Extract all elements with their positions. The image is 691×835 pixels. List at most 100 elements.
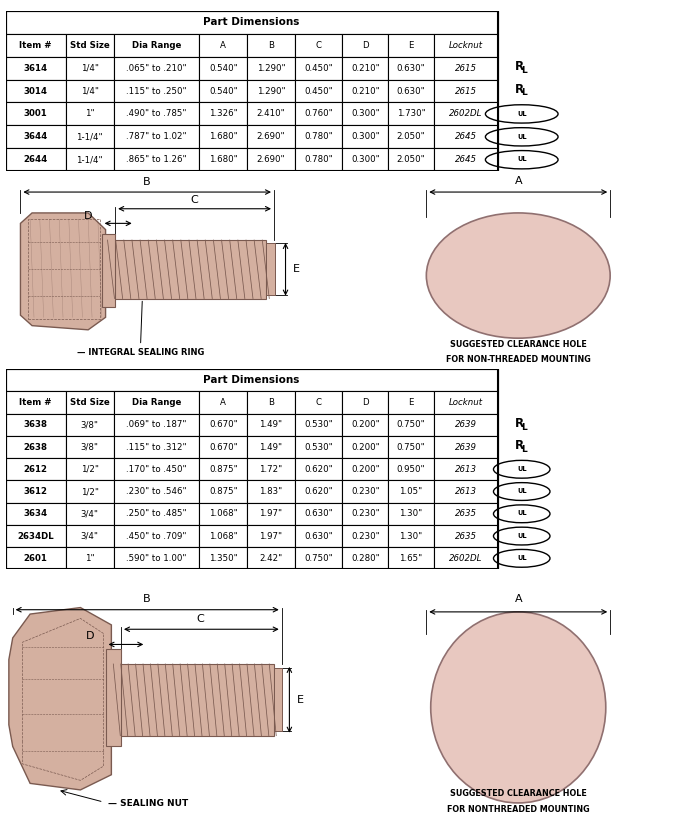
Bar	[343, 436, 388, 458]
Bar	[200, 458, 247, 480]
Text: 0.875": 0.875"	[209, 465, 238, 473]
Text: 1.49": 1.49"	[259, 443, 283, 452]
Bar	[200, 149, 247, 171]
Bar	[113, 525, 200, 547]
Text: 0.750": 0.750"	[397, 443, 426, 452]
Text: Part Dimensions: Part Dimensions	[203, 18, 300, 28]
Bar	[66, 33, 113, 57]
Text: B: B	[142, 177, 150, 187]
Text: 0.670": 0.670"	[209, 420, 238, 429]
Text: .590" to 1.00": .590" to 1.00"	[126, 554, 187, 563]
Text: 1-1/4": 1-1/4"	[77, 155, 103, 164]
Text: 2601: 2601	[23, 554, 48, 563]
Text: D: D	[86, 631, 95, 641]
Bar	[113, 480, 200, 503]
Bar	[6, 125, 66, 149]
Bar	[6, 436, 66, 458]
Text: 0.620": 0.620"	[304, 487, 333, 496]
Bar	[388, 79, 434, 103]
Text: 1.83": 1.83"	[259, 487, 283, 496]
Bar	[66, 436, 113, 458]
Bar	[247, 436, 295, 458]
Bar	[247, 547, 295, 569]
Bar	[111, 664, 274, 736]
Bar	[113, 436, 200, 458]
Text: 0.540": 0.540"	[209, 87, 238, 95]
Bar	[66, 413, 113, 436]
Bar	[434, 33, 498, 57]
Text: 1/4": 1/4"	[81, 63, 99, 73]
Bar	[247, 480, 295, 503]
Bar	[434, 79, 498, 103]
Text: FOR NON-THREADED MOUNTING: FOR NON-THREADED MOUNTING	[446, 356, 591, 364]
Text: SUGGESTED CLEARANCE HOLE: SUGGESTED CLEARANCE HOLE	[450, 340, 587, 349]
Text: .450" to .709": .450" to .709"	[126, 532, 187, 540]
Text: 0.300": 0.300"	[351, 132, 380, 141]
Bar	[113, 413, 200, 436]
Text: 3644: 3644	[23, 132, 48, 141]
Bar	[200, 79, 247, 103]
Text: 0.950": 0.950"	[397, 465, 426, 473]
Bar	[295, 57, 343, 79]
Bar	[266, 244, 275, 296]
Text: UL: UL	[517, 110, 527, 117]
Text: 2635: 2635	[455, 509, 477, 519]
Text: R: R	[515, 439, 524, 452]
Bar	[6, 480, 66, 503]
Text: 0.210": 0.210"	[351, 87, 380, 95]
Text: 0.780": 0.780"	[304, 132, 333, 141]
Text: UL: UL	[517, 510, 527, 516]
Bar	[66, 525, 113, 547]
Text: 1.49": 1.49"	[259, 420, 283, 429]
Bar	[295, 436, 343, 458]
Text: 1.65": 1.65"	[399, 554, 423, 563]
Bar	[388, 103, 434, 125]
Text: 2613: 2613	[455, 487, 477, 496]
Bar	[434, 480, 498, 503]
Bar	[434, 458, 498, 480]
Text: 2634DL: 2634DL	[17, 532, 54, 540]
Bar	[295, 525, 343, 547]
Text: .865" to 1.26": .865" to 1.26"	[126, 155, 187, 164]
Bar	[388, 392, 434, 413]
Bar	[388, 480, 434, 503]
Ellipse shape	[426, 213, 610, 338]
Text: B: B	[268, 398, 274, 407]
Text: 0.300": 0.300"	[351, 155, 380, 164]
Bar	[295, 149, 343, 171]
Bar	[200, 103, 247, 125]
Bar	[343, 79, 388, 103]
Bar	[106, 649, 121, 746]
Bar	[343, 103, 388, 125]
Text: 1.290": 1.290"	[256, 63, 285, 73]
Bar	[200, 525, 247, 547]
Bar	[295, 547, 343, 569]
Text: 2615: 2615	[455, 87, 477, 95]
Bar	[247, 392, 295, 413]
Text: 2645: 2645	[455, 155, 477, 164]
Text: 1.72": 1.72"	[259, 465, 283, 473]
Text: 3614: 3614	[23, 63, 48, 73]
Text: 0.750": 0.750"	[304, 554, 333, 563]
Bar	[200, 33, 247, 57]
Text: — SEALING NUT: — SEALING NUT	[108, 799, 188, 808]
Text: 1.326": 1.326"	[209, 109, 238, 119]
Text: 0.630": 0.630"	[397, 63, 426, 73]
Text: UL: UL	[517, 134, 527, 139]
Bar	[434, 57, 498, 79]
Text: 3014: 3014	[23, 87, 48, 95]
Bar	[113, 79, 200, 103]
Text: UL: UL	[517, 156, 527, 162]
Bar	[6, 79, 66, 103]
Bar	[6, 33, 66, 57]
Text: 1.05": 1.05"	[399, 487, 423, 496]
Text: A: A	[514, 176, 522, 186]
Text: 2645: 2645	[455, 132, 477, 141]
Text: L: L	[522, 89, 527, 98]
Text: 2613: 2613	[455, 465, 477, 473]
Text: Dia Range: Dia Range	[132, 41, 181, 50]
Bar	[388, 525, 434, 547]
Text: E: E	[297, 695, 304, 705]
Bar	[113, 33, 200, 57]
Bar	[102, 234, 115, 307]
